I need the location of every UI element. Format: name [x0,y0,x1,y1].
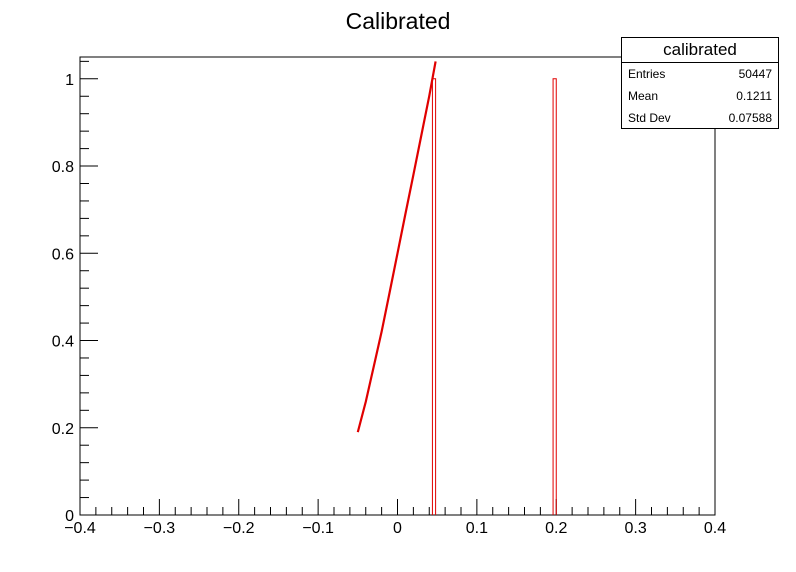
y-tick-label: 0.2 [52,421,74,438]
x-tick-label: −0.1 [302,520,334,537]
stats-title: calibrated [622,38,778,63]
stats-row-entries: Entries 50447 [622,63,778,85]
y-tick-label: 0.8 [52,159,74,176]
data-layer [356,61,557,515]
stats-value: 50447 [738,67,772,81]
y-tick-label: 0.4 [52,334,74,351]
stats-box: calibrated Entries 50447 Mean 0.1211 Std… [621,37,779,129]
x-tick-label: 0.3 [625,520,647,537]
x-tick-label: −0.3 [144,520,176,537]
stats-label: Entries [628,67,666,81]
stats-value: 0.07588 [728,111,772,125]
stats-value: 0.1211 [736,89,772,103]
plot-frame [79,56,716,516]
y-tick-label: 0.6 [52,246,74,263]
chart-title: Calibrated [346,8,451,34]
histogram-bin [552,78,557,515]
x-tick-label: −0.4 [64,520,96,537]
histogram-bin [431,78,437,515]
x-tick-label: −0.2 [223,520,255,537]
x-tick-label: 0 [393,520,402,537]
fit-curve [356,61,437,433]
axis-labels: −0.4 −0.3 −0.2 −0.1 0 0.1 0.2 0.3 0.4 0 0.2 0.4 0.6 0… [52,72,726,537]
axis-ticks [79,60,716,516]
stats-row-mean: Mean 0.1211 [622,85,778,107]
y-tick-label: 0 [65,508,74,525]
y-tick-label: 1 [65,72,74,89]
stats-label: Mean [628,89,659,103]
x-tick-label: 0.4 [704,520,726,537]
stats-row-stddev: Std Dev 0.07588 [622,107,778,129]
stats-label: Std Dev [628,111,671,125]
x-tick-label: 0.2 [545,520,567,537]
x-tick-label: 0.1 [466,520,488,537]
